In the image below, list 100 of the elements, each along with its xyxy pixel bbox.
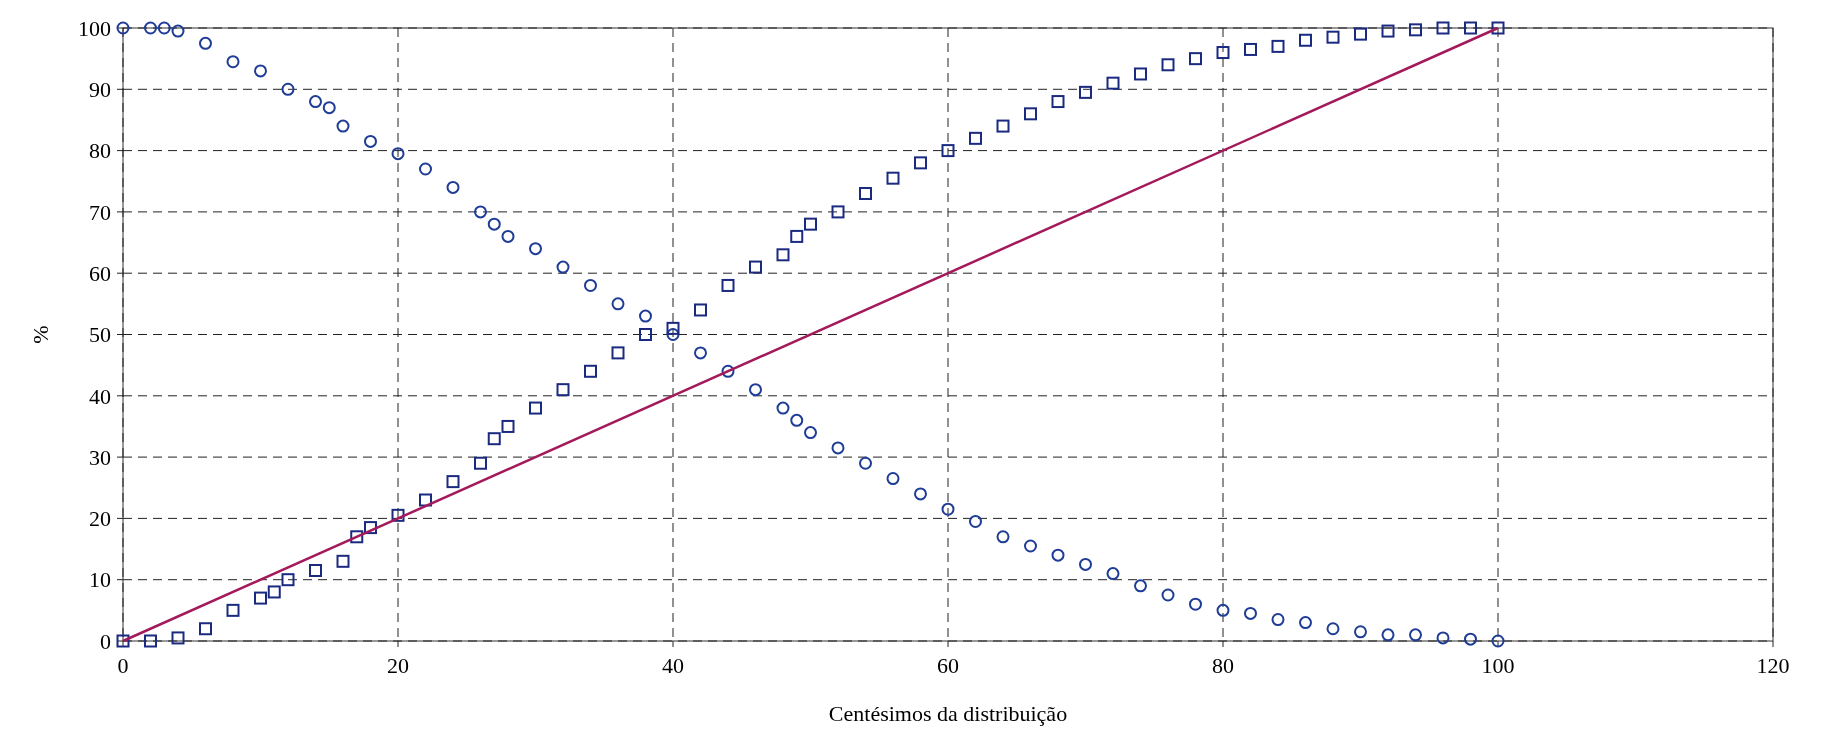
- point: [501, 419, 515, 433]
- y-tick-label: 0: [100, 628, 111, 654]
- point: [1051, 95, 1065, 109]
- point: [226, 55, 240, 69]
- point: [116, 634, 130, 648]
- y-tick-label: 60: [89, 260, 111, 286]
- point: [1354, 27, 1367, 41]
- point: [1051, 548, 1065, 562]
- point: [914, 487, 927, 501]
- point: [831, 205, 845, 219]
- y-tick-label: 40: [89, 383, 111, 409]
- point: [391, 508, 405, 522]
- point: [157, 21, 171, 35]
- point: [859, 456, 872, 470]
- x-tick-label: 40: [662, 653, 684, 678]
- point: [446, 475, 460, 489]
- x-tick-label: 0: [117, 653, 129, 678]
- point: [474, 205, 487, 219]
- point: [1299, 33, 1312, 47]
- point: [226, 603, 240, 617]
- point: [1464, 21, 1477, 35]
- point: [749, 383, 762, 397]
- point: [584, 278, 597, 292]
- point: [1134, 67, 1147, 81]
- point: [1079, 557, 1092, 571]
- point: [556, 383, 570, 397]
- point: [474, 456, 487, 470]
- point: [1436, 631, 1450, 645]
- point: [1464, 632, 1477, 646]
- point: [1409, 628, 1422, 642]
- point: [749, 260, 762, 274]
- point: [831, 441, 845, 455]
- point: [859, 187, 872, 201]
- point: [171, 24, 185, 38]
- y-tick-label: 10: [89, 567, 111, 593]
- point: [790, 413, 804, 427]
- point: [1299, 616, 1312, 630]
- point: [1024, 539, 1037, 553]
- point: [1491, 21, 1505, 35]
- point: [419, 493, 432, 507]
- point: [969, 514, 982, 528]
- point: [969, 131, 982, 145]
- point: [776, 401, 790, 415]
- point: [446, 180, 460, 194]
- point: [611, 346, 625, 360]
- point: [1161, 588, 1175, 602]
- point: [556, 260, 570, 274]
- point: [886, 171, 900, 185]
- point: [1381, 628, 1395, 642]
- point: [611, 297, 625, 311]
- point: [721, 278, 735, 292]
- x-tick-label: 20: [387, 653, 409, 678]
- point: [254, 64, 267, 78]
- point: [1079, 85, 1092, 99]
- point: [694, 303, 707, 317]
- point: [281, 82, 295, 96]
- point: [1106, 76, 1120, 90]
- point: [487, 432, 501, 446]
- point: [886, 472, 900, 486]
- point: [804, 217, 817, 231]
- point: [694, 346, 707, 360]
- point: [776, 248, 790, 262]
- point: [350, 530, 364, 544]
- point: [941, 144, 955, 158]
- point: [391, 147, 405, 161]
- point: [639, 328, 652, 341]
- point: [996, 119, 1010, 133]
- point: [501, 229, 515, 243]
- point: [804, 426, 817, 440]
- point: [1354, 625, 1367, 639]
- point: [1216, 46, 1230, 60]
- point: [144, 21, 157, 35]
- point: [281, 573, 295, 587]
- x-axis-title: Centésimos da distribuição: [828, 701, 1068, 726]
- point: [171, 631, 185, 645]
- point: [1326, 30, 1340, 44]
- y-tick-label: 20: [89, 506, 111, 532]
- point: [336, 119, 350, 133]
- point: [1409, 23, 1422, 37]
- point: [996, 530, 1010, 544]
- point: [267, 585, 281, 599]
- y-tick-label: 50: [89, 322, 111, 348]
- point: [941, 502, 955, 516]
- point: [336, 554, 350, 568]
- point: [309, 564, 322, 578]
- point: [529, 242, 542, 256]
- y-tick-label: 30: [89, 444, 111, 470]
- point: [364, 521, 377, 535]
- point: [790, 229, 804, 243]
- y-tick-label: 100: [78, 15, 111, 41]
- point: [529, 401, 542, 415]
- point: [1491, 634, 1505, 648]
- point: [364, 134, 377, 148]
- point: [666, 328, 680, 341]
- point: [144, 634, 157, 648]
- y-tick-label: 90: [89, 77, 111, 102]
- point: [584, 364, 597, 378]
- point: [199, 622, 212, 636]
- point: [1216, 603, 1230, 617]
- point: [1326, 622, 1340, 636]
